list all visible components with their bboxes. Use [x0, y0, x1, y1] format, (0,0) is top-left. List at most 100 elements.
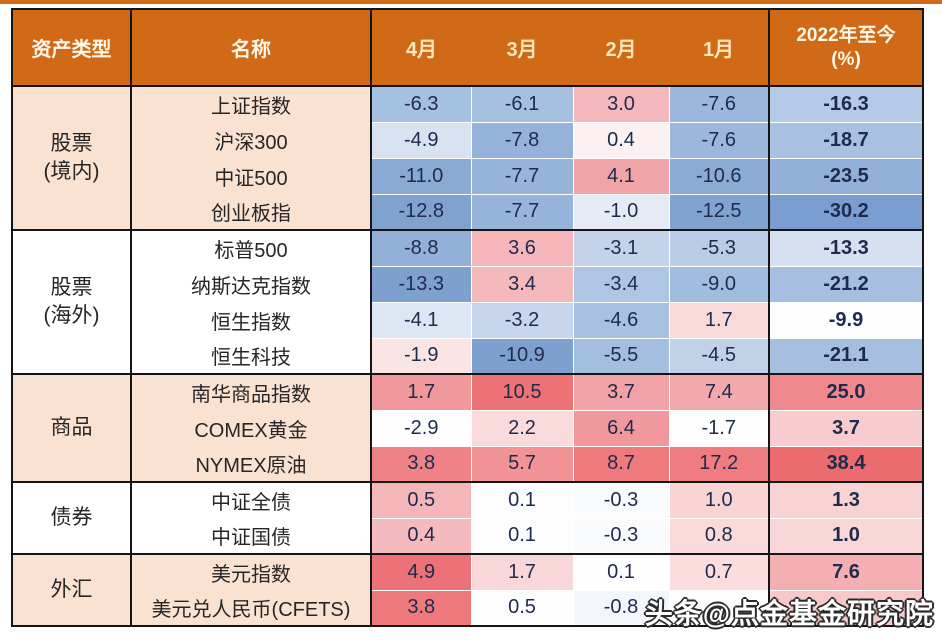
month-value-cell: 3.8 [370, 445, 472, 483]
header-month-jan: 1月 [669, 9, 769, 87]
table-row: 沪深300 -4.9 -7.8 0.4 -7.6 -18.7 [12, 121, 924, 159]
month-value-cell: -10.9 [470, 337, 574, 375]
asset-name-cell: 美元兑人民币(CFETS) [131, 590, 372, 626]
month-value-cell: 2.2 [470, 409, 574, 447]
header-ytd-line1: 2022年至今 [796, 24, 896, 46]
ytd-value-cell: -21.2 [768, 265, 924, 303]
top-accent-strip [0, 0, 942, 4]
month-value-cell: 0.1 [470, 517, 574, 555]
month-value-cell: 7.4 [668, 373, 770, 411]
table-row: 纳斯达克指数 -13.3 3.4 -3.4 -9.0 -21.2 [12, 265, 924, 303]
ytd-value-cell: 1.3 [768, 481, 924, 519]
table-row: NYMEX原油 3.8 5.7 8.7 17.2 38.4 [12, 445, 924, 483]
month-value-cell: 5.7 [470, 445, 574, 483]
month-value-cell: -7.7 [470, 193, 574, 231]
month-value-cell: 3.6 [470, 229, 574, 267]
ytd-value-cell: 7.6 [768, 553, 924, 591]
ytd-value-cell: 1.0 [768, 517, 924, 555]
watermark: 头条@点金基金研究院 [644, 598, 934, 629]
table-row: 美元兑人民币(CFETS) 3.8 0.5 -0.8 [12, 589, 924, 627]
month-value-cell: -0.8 [572, 589, 670, 627]
month-value-cell: -8.8 [370, 229, 472, 267]
header-ytd: 2022年至今 (%) [768, 9, 923, 87]
month-value-cell: -7.8 [470, 121, 574, 159]
month-value-cell: 1.7 [668, 301, 770, 339]
month-value-cell: 1.0 [668, 481, 770, 519]
table-row: COMEX黄金 -2.9 2.2 6.4 -1.7 3.7 [12, 409, 924, 447]
asset-type-cell: 债券 [12, 481, 132, 554]
asset-name-cell: 创业板指 [131, 194, 372, 230]
month-value-cell: 1.7 [370, 373, 472, 411]
month-value-cell: 0.7 [668, 553, 770, 591]
month-value-cell: -4.9 [370, 121, 472, 159]
month-value-cell: -4.6 [572, 301, 670, 339]
table-row: 债券 中证全债 0.5 0.1 -0.3 1.0 1.3 [12, 481, 924, 554]
month-value-cell: 3.7 [572, 373, 670, 411]
asset-name-cell: 恒生科技 [131, 338, 372, 374]
month-value-cell: -0.3 [572, 481, 670, 519]
table-row: 恒生指数 -4.1 -3.2 -4.6 1.7 -9.9 [12, 301, 924, 339]
asset-type-cell: 股票 (海外) [12, 229, 132, 374]
table-row: 创业板指 -12.8 -7.7 -1.0 -12.5 -30.2 [12, 193, 924, 231]
header-month-mar: 3月 [471, 9, 573, 87]
ytd-value-cell: -21.1 [768, 337, 924, 375]
asset-type-cell: 商品 [12, 373, 132, 482]
month-value-cell: -6.1 [470, 85, 574, 123]
ytd-value-cell: -13.3 [768, 229, 924, 267]
month-value-cell: -12.8 [370, 193, 472, 231]
month-value-cell: 0.4 [370, 517, 472, 555]
month-value-cell: -0.3 [572, 517, 670, 555]
table-header: 资产类型 名称 4月 3月 2月 1月 2022年至今 (%) [12, 9, 923, 87]
month-value-cell: -6.3 [370, 85, 472, 123]
asset-type-cell: 外汇 [12, 553, 132, 626]
month-value-cell: 4.9 [370, 553, 472, 591]
asset-name-cell: 南华商品指数 [131, 373, 372, 410]
month-value-cell: 6.4 [572, 409, 670, 447]
header-row: 资产类型 名称 4月 3月 2月 1月 2022年至今 (%) [12, 9, 923, 87]
header-month-feb: 2月 [573, 9, 669, 87]
month-value-cell: -3.4 [572, 265, 670, 303]
ytd-value-cell: -23.5 [768, 157, 924, 195]
asset-name-cell: 沪深300 [131, 122, 372, 158]
asset-name-cell: COMEX黄金 [131, 410, 372, 446]
asset-name-cell: 中证国债 [131, 518, 372, 554]
month-value-cell: -4.1 [370, 301, 472, 339]
asset-name-cell: 上证指数 [131, 85, 372, 122]
ytd-value-cell: 25.0 [768, 373, 924, 411]
month-value-cell: 17.2 [668, 445, 770, 483]
month-value-cell: -7.6 [668, 85, 770, 123]
month-value-cell: -1.9 [370, 337, 472, 375]
asset-name-cell: 标普500 [131, 229, 372, 266]
month-value-cell: 3.4 [470, 265, 574, 303]
month-value-cell: 3.8 [370, 589, 472, 627]
month-value-cell: 0.8 [668, 517, 770, 555]
month-value-cell: -1.7 [668, 409, 770, 447]
table-row: 股票 (海外) 标普500 -8.8 3.6 -3.1 -5.3 -13.3 [12, 229, 924, 374]
month-value-cell: -10.6 [668, 157, 770, 195]
asset-name-cell: 中证全债 [131, 481, 372, 518]
month-value-cell: -9.0 [668, 265, 770, 303]
ytd-value-cell: -16.3 [768, 85, 924, 123]
ytd-value-cell: -30.2 [768, 193, 924, 231]
asset-name-cell: 美元指数 [131, 553, 372, 590]
ytd-value-cell [768, 589, 924, 627]
header-month-apr: 4月 [371, 9, 471, 87]
month-value-cell: 0.5 [470, 589, 574, 627]
header-ytd-line2: (%) [831, 48, 861, 70]
month-value-cell: 4.1 [572, 157, 670, 195]
ytd-value-cell: 38.4 [768, 445, 924, 483]
month-value-cell: 8.7 [572, 445, 670, 483]
month-value-cell: -2.9 [370, 409, 472, 447]
table-row: 中证国债 0.4 0.1 -0.3 0.8 1.0 [12, 517, 924, 555]
month-value-cell: 1.7 [470, 553, 574, 591]
month-value-cell: 0.5 [370, 481, 472, 519]
asset-type-cell: 股票 (境内) [12, 85, 132, 230]
table-row: 恒生科技 -1.9 -10.9 -5.5 -4.5 -21.1 [12, 337, 924, 375]
asset-performance-table: 资产类型 名称 4月 3月 2月 1月 2022年至今 (%) 股票 (境内) 上证… [11, 8, 924, 627]
month-value-cell: 3.0 [572, 85, 670, 123]
asset-name-cell: 纳斯达克指数 [131, 266, 372, 302]
month-value-cell: -7.7 [470, 157, 574, 195]
month-value-cell: -5.3 [668, 229, 770, 267]
month-value-cell [668, 589, 770, 627]
month-value-cell: 10.5 [470, 373, 574, 411]
